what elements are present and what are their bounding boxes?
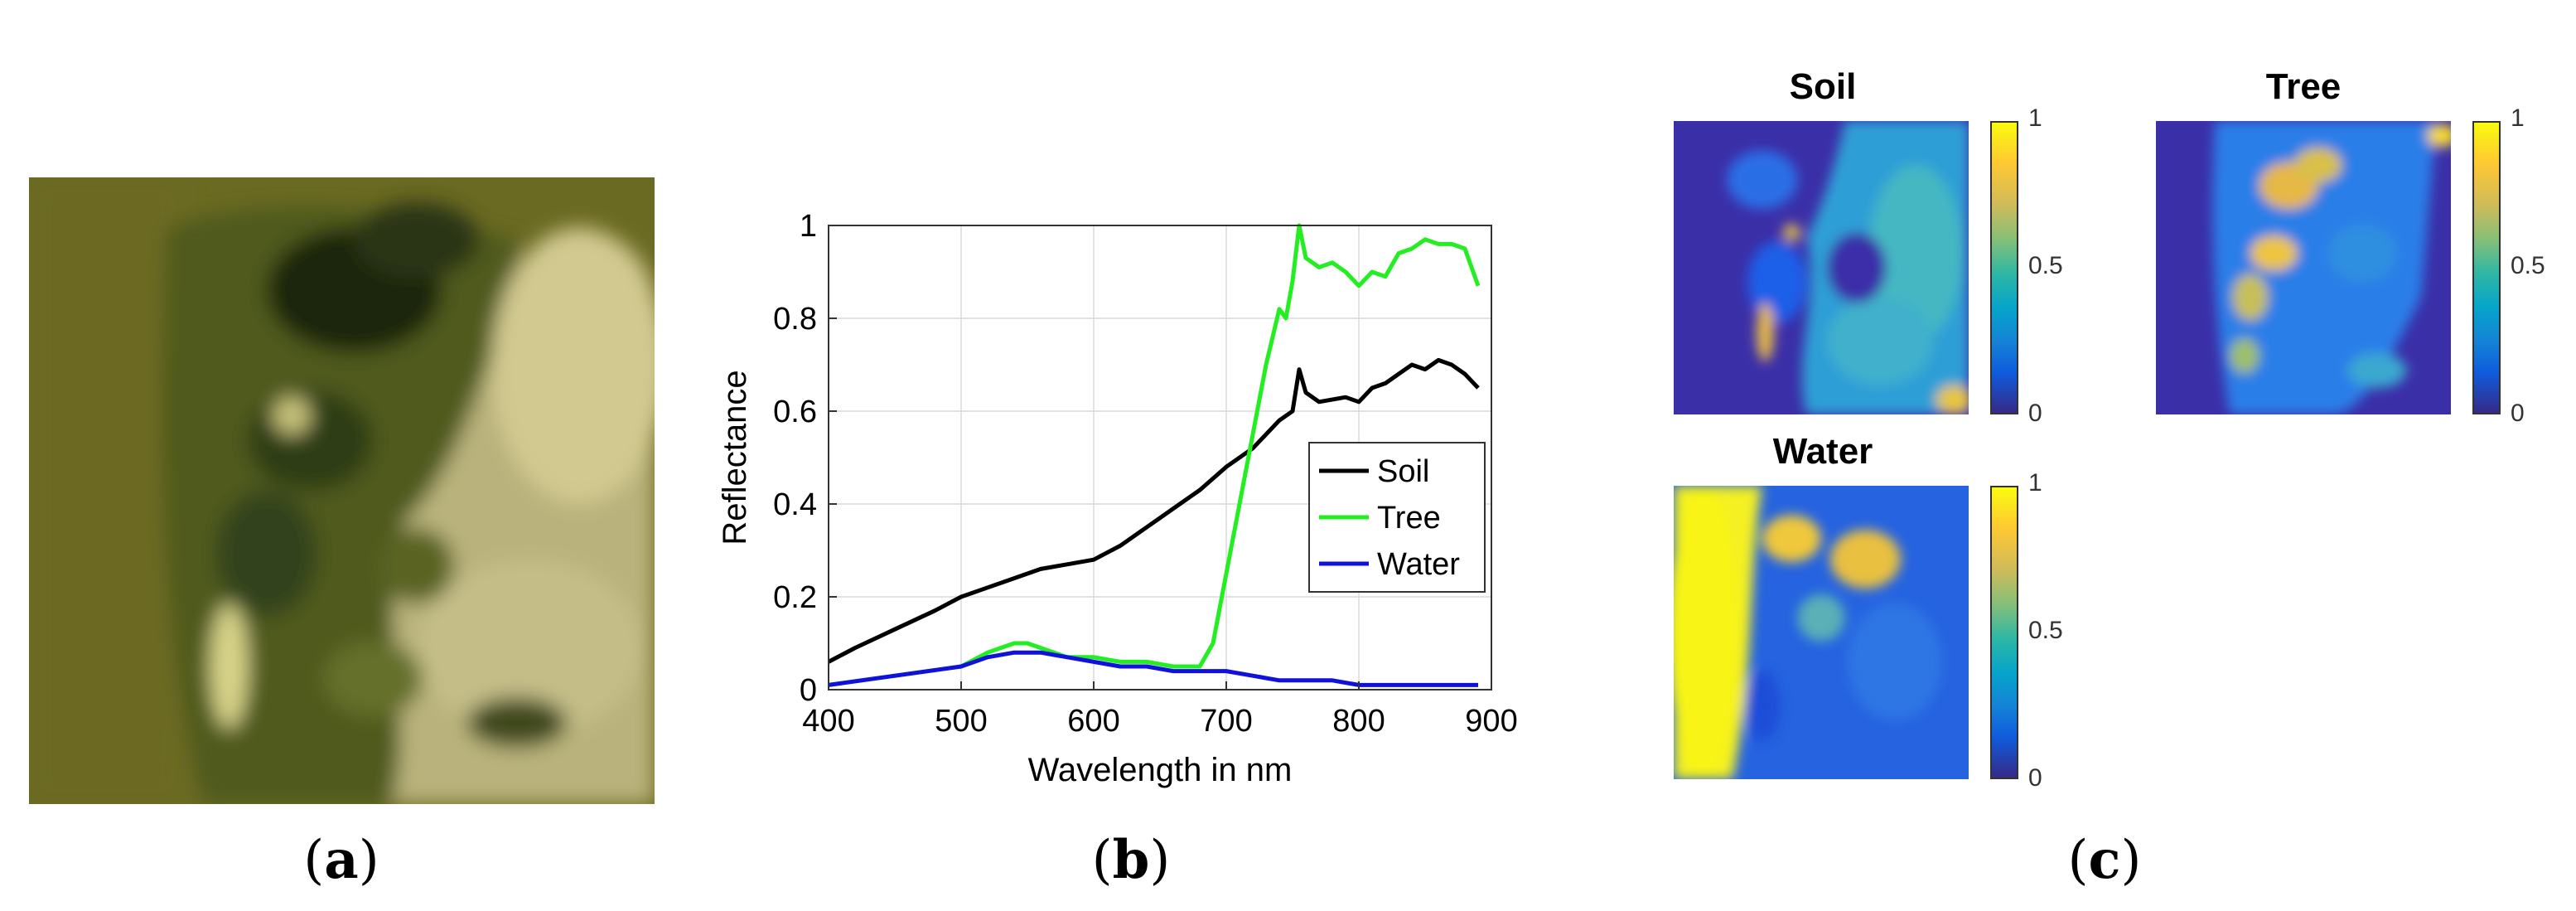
tree-colorbar-tick-mid: 0.5 [2511, 252, 2545, 279]
chart-series-group [827, 223, 1481, 687]
y-tick-label: 0.8 [773, 302, 817, 337]
y-tick-label: 0 [800, 673, 817, 708]
x-tick-label: 900 [1465, 704, 1517, 739]
water-colorbar-tick-max: 1 [2028, 469, 2042, 497]
series-line-tree [828, 223, 1481, 687]
caption-c: (c) [2067, 829, 2142, 891]
water-colorbar-tick-mid: 0.5 [2028, 617, 2063, 644]
x-tick-label: 700 [1200, 704, 1252, 739]
tree-abundance-map [2156, 121, 2451, 414]
water-colorbar-tick-min: 0 [2028, 764, 2042, 792]
soil-abundance-map [1674, 121, 1969, 414]
y-axis-label: Reflectance [717, 370, 753, 545]
y-tick-label: 0.6 [773, 395, 817, 429]
chart-legend: Soil Tree Water [1308, 442, 1486, 593]
tree-colorbar [2472, 121, 2501, 414]
water-abundance-map [1674, 486, 1969, 779]
x-axis-ticks: 400 500 600 700 800 900 [802, 681, 1518, 739]
spectra-chart: 400 500 600 700 800 900 0 0.2 0.4 0.6 0.8 1 Wavele… [713, 199, 1541, 812]
water-map-title: Water [1772, 431, 1873, 472]
soil-colorbar-tick-mid: 0.5 [2028, 252, 2063, 279]
soil-colorbar-tick-min: 0 [2028, 400, 2042, 427]
x-axis-label: Wavelength in nm [1028, 752, 1293, 788]
y-axis-ticks: 0 0.2 0.4 0.6 0.8 1 [773, 209, 837, 708]
soil-colorbar [1990, 121, 2018, 414]
x-tick-label: 400 [802, 704, 854, 739]
tree-colorbar-tick-max: 1 [2511, 104, 2525, 132]
tree-map-title: Tree [2265, 66, 2342, 107]
series-line-soil [827, 357, 1480, 664]
x-tick-label: 500 [935, 704, 987, 739]
abundance-maps: Soil 1 0.5 0 Tree [1649, 50, 2560, 812]
soil-map-title: Soil [1789, 66, 1857, 107]
legend-label: Tree [1377, 501, 1441, 535]
tree-colorbar-tick-min: 0 [2511, 400, 2525, 427]
soil-colorbar-tick-max: 1 [2028, 104, 2042, 132]
y-tick-label: 0.2 [773, 580, 817, 615]
legend-label: Water [1377, 547, 1460, 582]
series-line-water [828, 650, 1478, 687]
rgb-scene-image [29, 177, 655, 804]
plot-frame [828, 225, 1492, 691]
x-tick-label: 600 [1067, 704, 1119, 739]
y-tick-label: 0.4 [773, 487, 817, 522]
y-tick-label: 1 [800, 209, 817, 244]
caption-b: (b) [1091, 829, 1171, 891]
x-tick-label: 800 [1332, 704, 1385, 739]
legend-label: Soil [1377, 454, 1429, 489]
water-colorbar [1990, 486, 2018, 779]
caption-a: (a) [303, 829, 379, 891]
